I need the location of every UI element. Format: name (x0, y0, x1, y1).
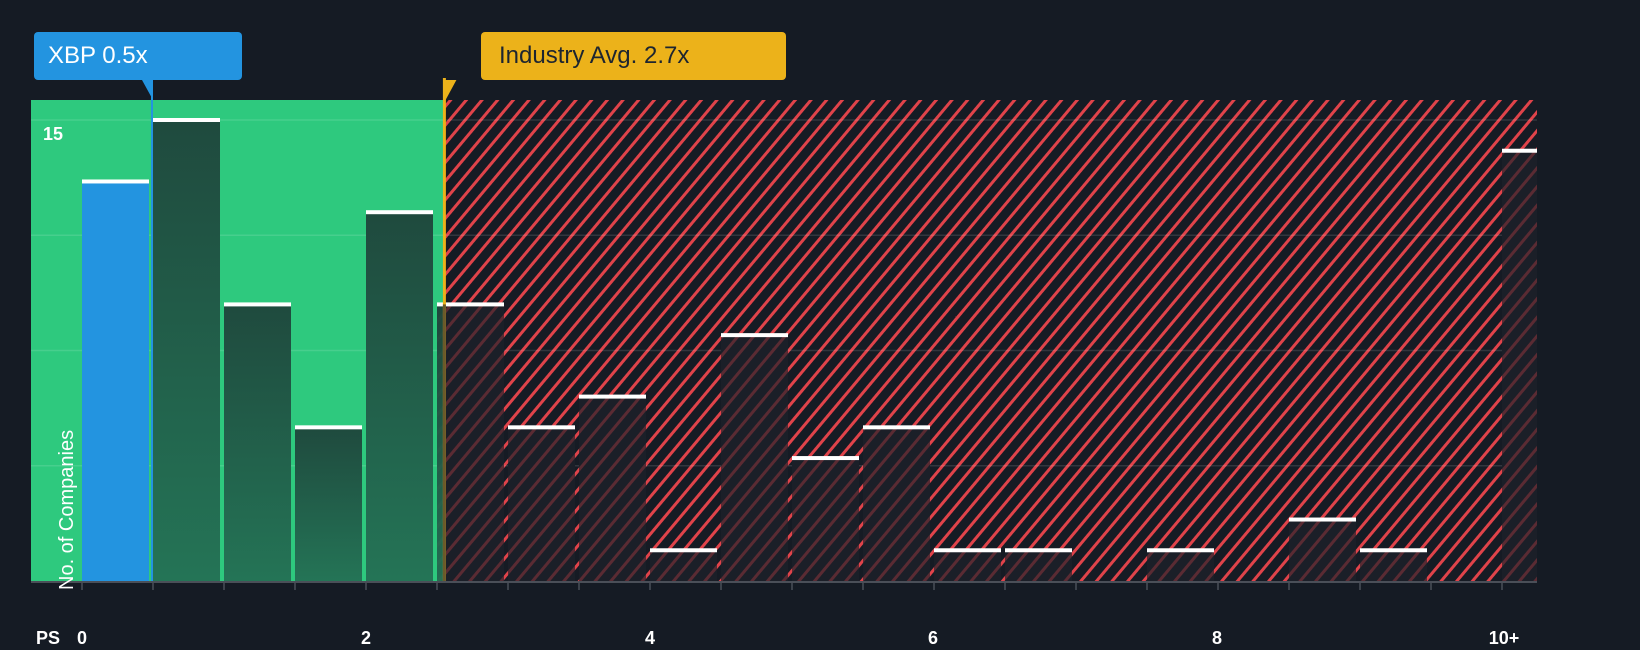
x-tick-2: 2 (360, 628, 372, 648)
histogram-bar (1289, 519, 1356, 581)
histogram-bar (1360, 550, 1427, 581)
histogram-bar (295, 427, 362, 581)
histogram-bar (366, 212, 433, 581)
x-tick-0: 0 (76, 628, 88, 648)
x-tick-4: 4 (644, 628, 656, 648)
histogram-bar (1502, 150, 1537, 581)
histogram-bar (934, 550, 1001, 581)
histogram-bar (863, 427, 930, 581)
industry-avg-callout: Industry Avg. 2.7x (481, 32, 786, 80)
histogram-bar (1005, 550, 1072, 581)
histogram-bar (579, 396, 646, 581)
histogram-bar (508, 427, 575, 581)
histogram-bars (82, 118, 1537, 581)
histogram-bar (650, 550, 717, 581)
histogram-bar (437, 304, 504, 581)
x-tick-6: 6 (927, 628, 939, 648)
histogram-bar (82, 181, 149, 581)
x-axis-unit: PS (36, 628, 61, 648)
histogram-bar (721, 335, 788, 581)
company-ps-callout: XBP 0.5x (34, 32, 242, 80)
x-axis (31, 581, 1537, 590)
x-tick-8: 8 (1211, 628, 1223, 648)
x-tick-10-plus: 10+ (1488, 628, 1520, 648)
histogram-bar (1147, 550, 1214, 581)
histogram-bar (153, 120, 220, 581)
y-axis-label: No. of Companies (56, 429, 78, 590)
histogram-bar (224, 304, 291, 581)
marker-lines (142, 78, 457, 581)
y-tick-15: 15 (43, 124, 64, 144)
histogram-bar (792, 458, 859, 581)
